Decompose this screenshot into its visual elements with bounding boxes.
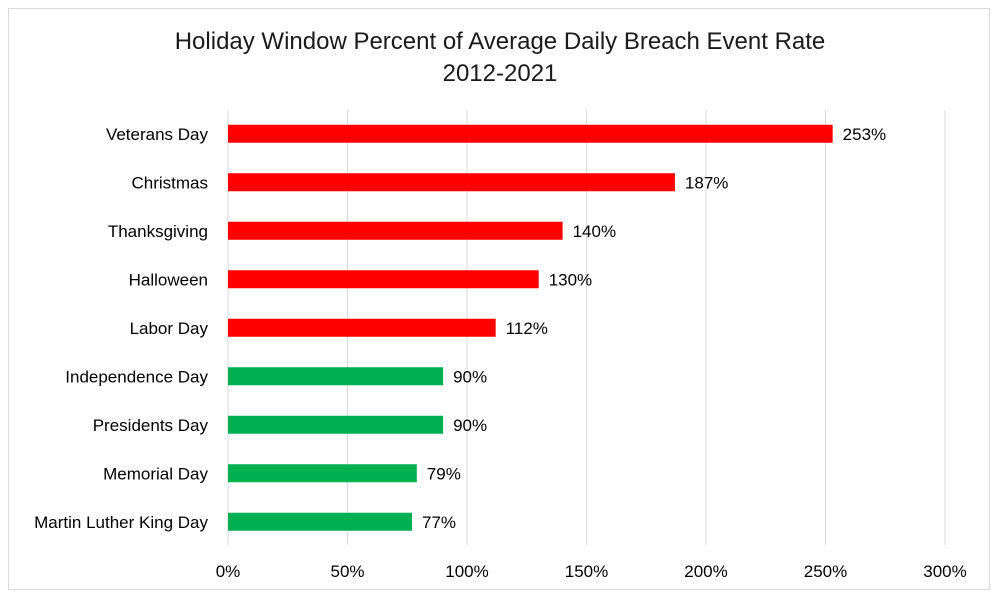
- data-label: 253%: [843, 125, 886, 144]
- data-label: 90%: [453, 416, 487, 435]
- category-label: Christmas: [131, 173, 208, 192]
- category-label: Martin Luther King Day: [34, 513, 208, 532]
- x-tick-label: 150%: [565, 562, 608, 581]
- category-label: Independence Day: [65, 367, 208, 386]
- category-label: Veterans Day: [106, 125, 209, 144]
- x-tick-label: 300%: [923, 562, 966, 581]
- x-tick-label: 250%: [804, 562, 847, 581]
- data-label: 112%: [506, 319, 548, 338]
- data-label: 140%: [573, 222, 616, 241]
- bar: [228, 318, 496, 337]
- category-label: Halloween: [129, 270, 208, 289]
- data-label: 90%: [453, 367, 487, 386]
- bar: [228, 367, 444, 386]
- bars: [228, 124, 833, 531]
- x-tick-label: 50%: [330, 562, 364, 581]
- bar: [228, 270, 539, 289]
- category-label: Thanksgiving: [108, 222, 208, 241]
- bar: [228, 512, 413, 531]
- x-tick-labels: 0% 50% 100% 150% 200% 250% 300%: [216, 562, 967, 581]
- data-label: 130%: [549, 270, 592, 289]
- chart-title: Holiday Window Percent of Average Daily …: [0, 26, 1000, 90]
- chart-frame: [8, 8, 990, 590]
- data-label: 187%: [685, 173, 728, 192]
- bar: [228, 464, 417, 483]
- data-labels: 253% 187% 140% 130% 112% 90% 90% 79% 77%: [422, 125, 886, 532]
- bar: [228, 221, 563, 240]
- data-label: 77%: [422, 513, 456, 532]
- category-label: Memorial Day: [103, 464, 208, 483]
- category-labels: Veterans Day Christmas Thanksgiving Hallowe…: [34, 125, 208, 532]
- x-tick-label: 200%: [684, 562, 727, 581]
- chart-title-line1: Holiday Window Percent of Average Daily …: [174, 28, 826, 55]
- bar: [228, 173, 675, 192]
- chart-subtitle-years: 2012-2021: [442, 60, 558, 87]
- x-tick-label: 100%: [445, 562, 488, 581]
- bar: [228, 124, 833, 143]
- category-label: Presidents Day: [93, 416, 209, 435]
- x-tick-label: 0%: [216, 562, 241, 581]
- category-label: Labor Day: [130, 319, 209, 338]
- bar: [228, 415, 444, 434]
- data-label: 79%: [427, 464, 461, 483]
